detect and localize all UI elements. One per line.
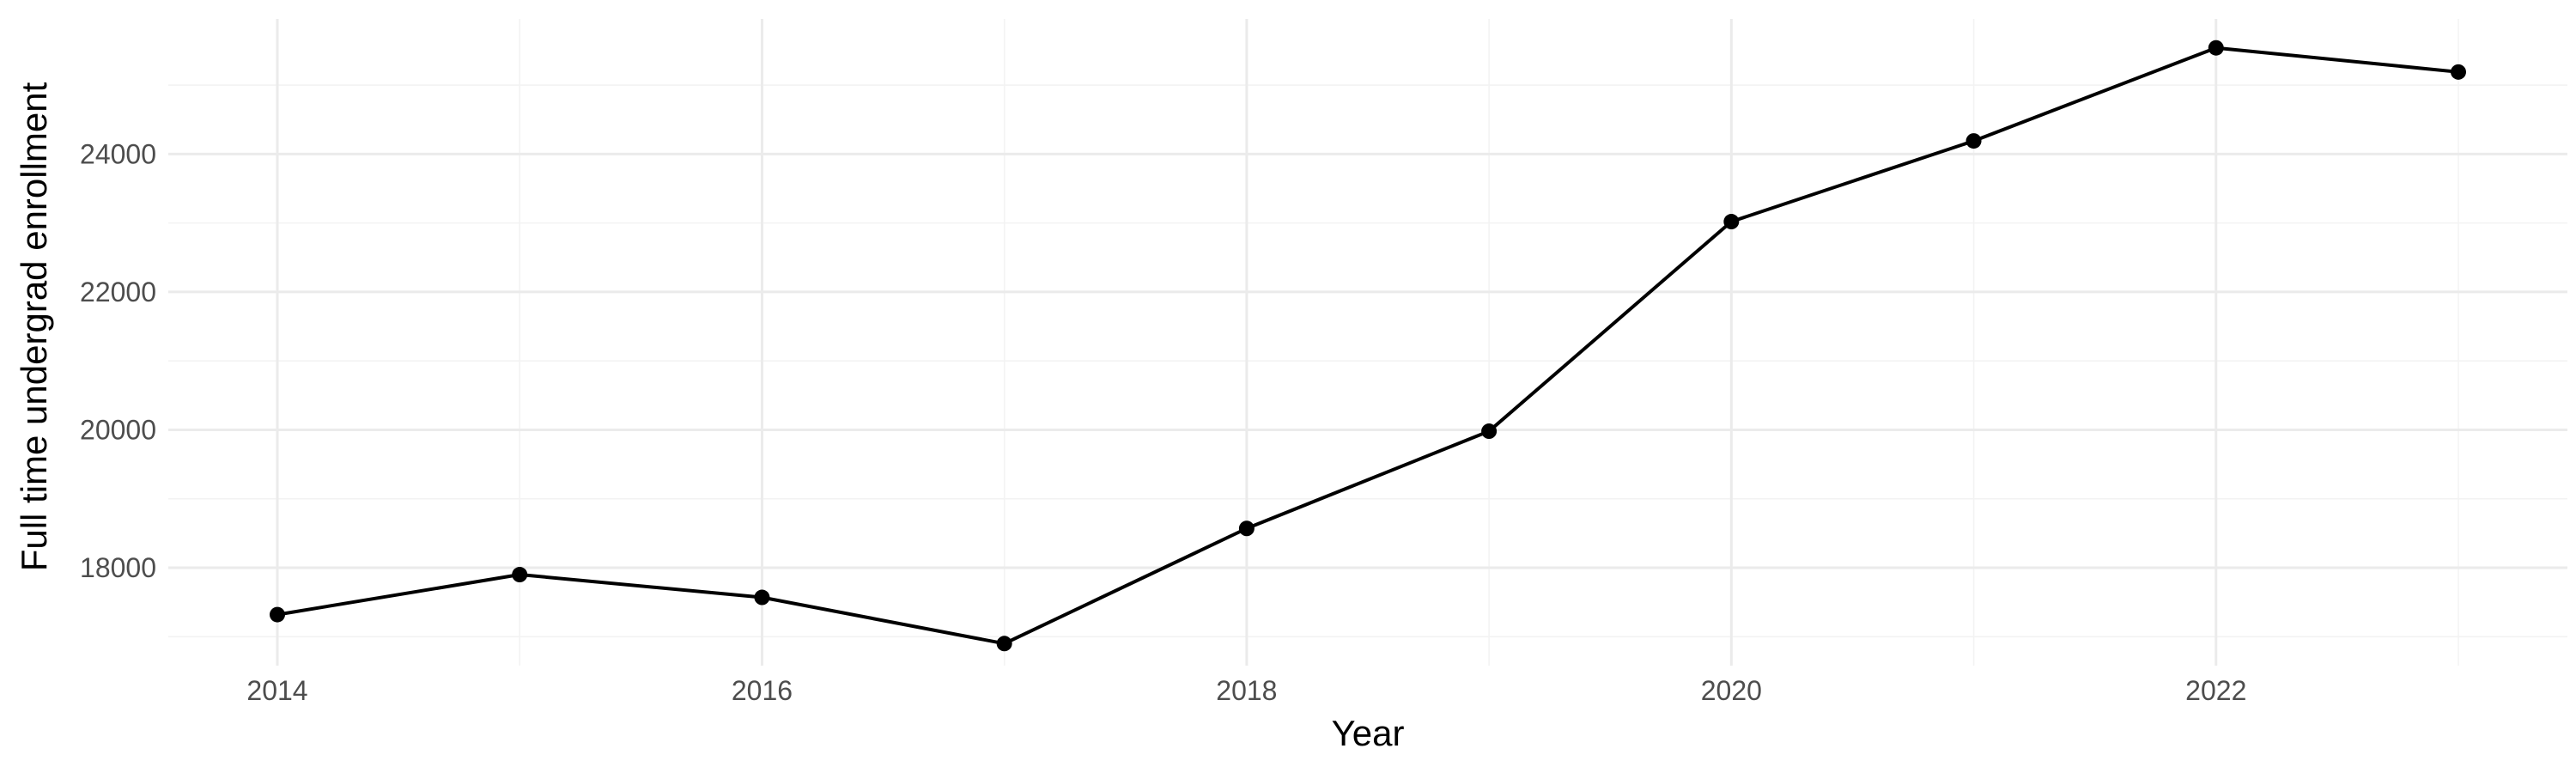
y-tick-labels: 18000 20000 22000 24000: [80, 138, 156, 583]
series-layer: [270, 40, 2466, 652]
x-tick-label: 2014: [246, 675, 307, 706]
data-point: [2451, 64, 2466, 80]
series-line: [276, 46, 2460, 646]
x-tick-label: 2016: [732, 675, 793, 706]
data-point: [2208, 40, 2224, 56]
data-point: [270, 606, 285, 623]
y-axis-title: Full time undergrad enrollment: [14, 82, 54, 571]
data-point: [996, 636, 1012, 652]
y-tick-label: 24000: [80, 138, 156, 169]
data-point: [754, 589, 770, 606]
x-axis-title: Year: [1332, 713, 1405, 753]
y-tick-label: 22000: [80, 277, 156, 307]
x-tick-label: 2020: [1701, 675, 1762, 706]
x-tick-labels: 2014 2016 2018 2020 2022: [246, 675, 2246, 706]
data-point: [512, 567, 528, 583]
data-point: [1965, 133, 1982, 149]
y-tick-label: 18000: [80, 552, 156, 583]
x-tick-label: 2022: [2185, 675, 2246, 706]
y-tick-label: 20000: [80, 414, 156, 445]
data-point: [1238, 520, 1255, 537]
data-point: [1481, 423, 1498, 440]
major-gridlines: [168, 19, 2567, 666]
data-point: [1723, 214, 1740, 230]
x-tick-label: 2018: [1216, 675, 1277, 706]
minor-gridlines: [168, 19, 2567, 666]
